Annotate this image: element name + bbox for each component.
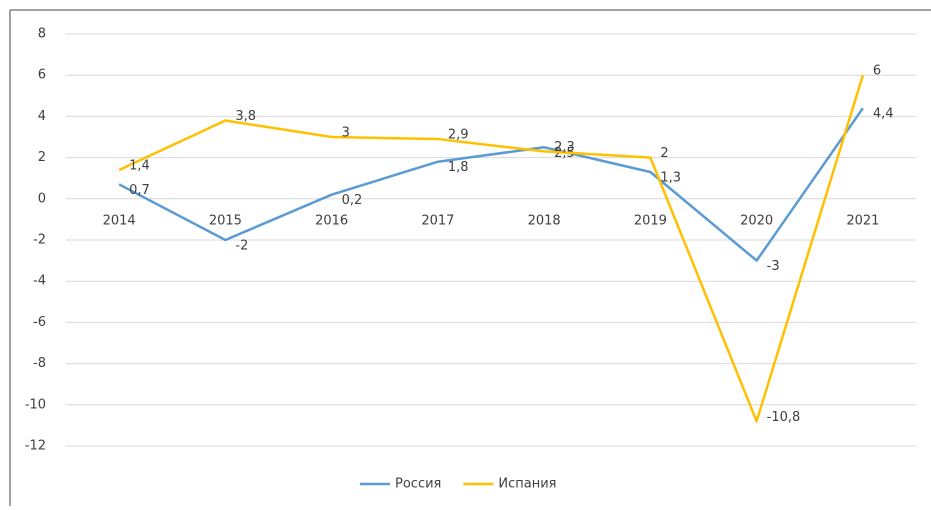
y-tick-label: -8 xyxy=(33,356,46,371)
series-line xyxy=(118,107,864,262)
data-label: 1,4 xyxy=(129,158,150,173)
y-tick-label: -12 xyxy=(25,439,46,454)
y-tick-label: 8 xyxy=(38,27,46,42)
data-label: -2 xyxy=(235,239,248,254)
y-tick-label: 2 xyxy=(38,150,46,165)
data-label: 1,8 xyxy=(448,160,469,175)
y-tick-label: 4 xyxy=(38,109,46,124)
x-tick-label: 2016 xyxy=(315,213,348,228)
x-tick-label: 2014 xyxy=(103,213,136,228)
y-tick-label: 6 xyxy=(38,68,46,83)
x-tick-label: 2020 xyxy=(740,213,773,228)
data-label: -10,8 xyxy=(767,410,801,425)
data-label: 3,8 xyxy=(235,109,256,124)
x-tick-label: 2018 xyxy=(528,213,561,228)
y-tick-label: -10 xyxy=(25,397,46,412)
data-label: 6 xyxy=(873,64,881,79)
data-label: 2,9 xyxy=(448,128,469,143)
data-label: 2,3 xyxy=(554,140,575,155)
legend-label: Испания xyxy=(498,477,556,492)
y-tick-label: -2 xyxy=(33,233,46,248)
series-line xyxy=(118,74,865,423)
x-tick-label: 2015 xyxy=(209,213,242,228)
y-tick-label: 0 xyxy=(38,191,46,206)
data-label: 4,4 xyxy=(873,107,894,122)
data-label: 1,3 xyxy=(660,171,681,186)
x-tick-label: 2019 xyxy=(634,213,667,228)
x-tick-label: 2021 xyxy=(846,213,879,228)
data-label: 3 xyxy=(342,126,350,141)
legend-label: Россия xyxy=(395,477,441,492)
x-tick-label: 2017 xyxy=(421,213,454,228)
y-tick-label: -6 xyxy=(33,315,46,330)
y-tick-label: -4 xyxy=(33,274,46,289)
data-label: 2 xyxy=(660,146,668,161)
data-label: -3 xyxy=(767,259,780,274)
data-label: 0,2 xyxy=(342,193,363,208)
data-label: 0,7 xyxy=(129,183,150,198)
